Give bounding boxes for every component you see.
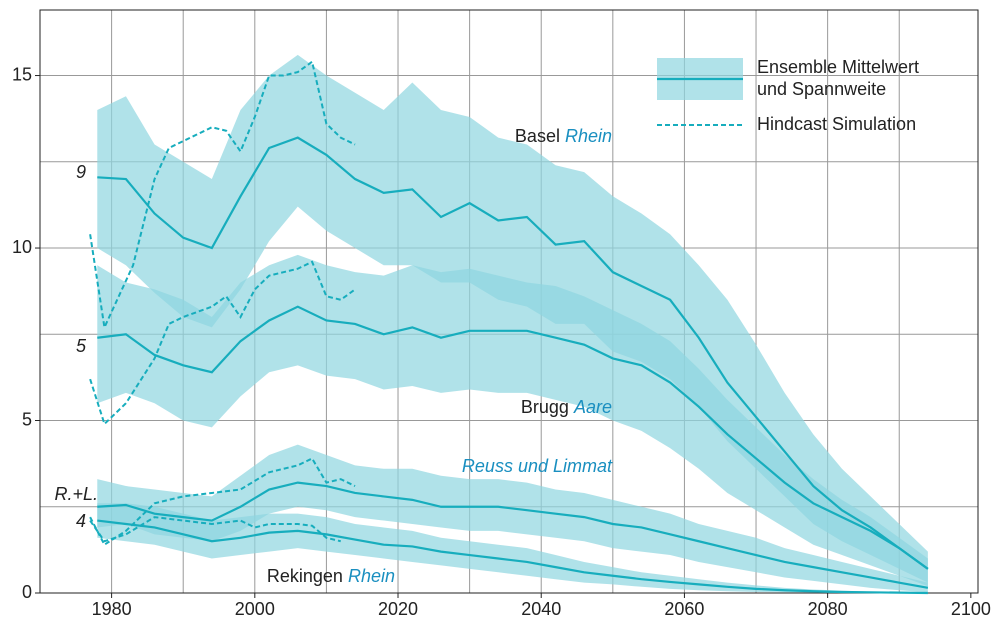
ensemble-mean bbox=[97, 519, 928, 595]
station-name: Basel bbox=[515, 126, 560, 146]
y-tick-label: 5 bbox=[22, 409, 32, 429]
y-tick-label: 15 bbox=[12, 64, 32, 84]
ensemble-band bbox=[97, 444, 928, 593]
x-tick-label: 2040 bbox=[521, 599, 561, 619]
station-name: Brugg bbox=[521, 397, 569, 417]
x-tick-label: 2060 bbox=[664, 599, 704, 619]
x-tick-label: 1980 bbox=[92, 599, 132, 619]
hindcast bbox=[89, 516, 341, 543]
ensemble-mean bbox=[97, 305, 929, 570]
station-label: Brugg Aare bbox=[521, 397, 612, 417]
river-name: Aare bbox=[573, 397, 612, 417]
x-tick-label: 2100 bbox=[951, 599, 991, 619]
hindcast bbox=[89, 457, 356, 547]
ensemble-mean bbox=[97, 481, 929, 589]
station-tag: 5 bbox=[76, 336, 87, 356]
legend-label: und Spannweite bbox=[757, 79, 886, 99]
river-name: Reuss und Limmat bbox=[462, 456, 613, 476]
bands bbox=[97, 54, 928, 593]
y-tick-label: 10 bbox=[12, 237, 32, 257]
legend-label: Ensemble Mittelwert bbox=[757, 57, 919, 77]
hindcast bbox=[89, 60, 356, 331]
x-tick-label: 2020 bbox=[378, 599, 418, 619]
labels: 0 5 10 15 1980 2000 2020 2040 2060 2080 2100 Basel … bbox=[12, 64, 991, 618]
station-tag: R.+L. bbox=[54, 484, 98, 504]
station-label: Basel Rhein bbox=[515, 126, 612, 146]
river-name: Rhein bbox=[565, 126, 612, 146]
ensemble-band bbox=[97, 254, 928, 587]
x-tick-label: 2000 bbox=[235, 599, 275, 619]
hindcast bbox=[89, 260, 356, 426]
y-tick-label: 0 bbox=[22, 582, 32, 602]
legend-label: Hindcast Simulation bbox=[757, 114, 916, 134]
lines bbox=[89, 60, 929, 595]
station-label: Reuss und Limmat bbox=[462, 456, 613, 476]
ensemble-band bbox=[97, 54, 928, 583]
river-name: Rhein bbox=[348, 566, 395, 586]
plot-frame bbox=[39, 9, 979, 594]
station-label: Rekingen Rhein bbox=[267, 566, 395, 586]
station-tag: 9 bbox=[76, 162, 86, 182]
station-name: Rekingen bbox=[267, 566, 343, 586]
ensemble-mean bbox=[97, 136, 929, 570]
station-tag: 4 bbox=[76, 511, 86, 531]
x-tick-label: 2080 bbox=[808, 599, 848, 619]
